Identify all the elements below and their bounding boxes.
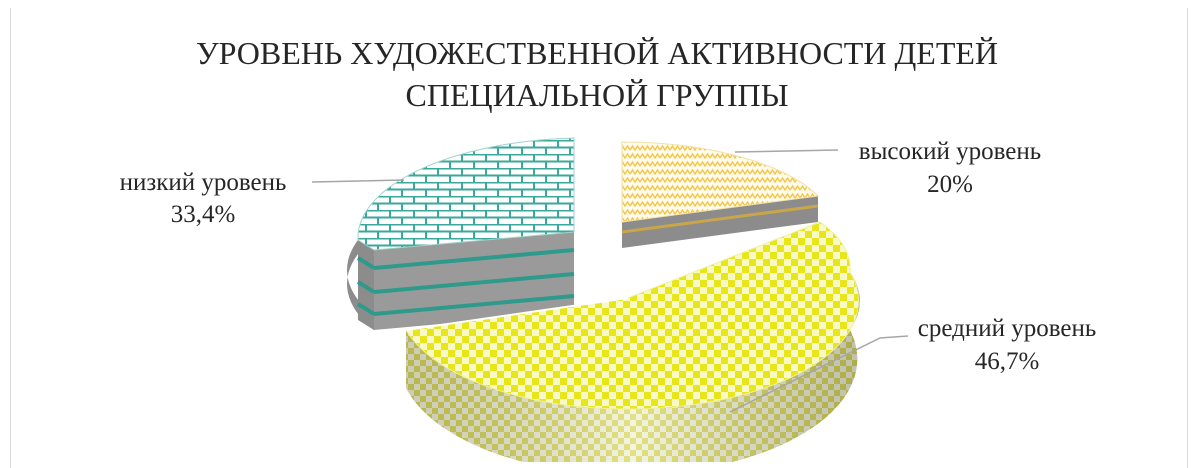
label-medium-name: средний уровень [918, 315, 1097, 342]
chart-frame [10, 8, 1188, 468]
pie-slice-medium [405, 221, 860, 462]
chart-title-line-1: УРОВЕНЬ ХУДОЖЕСТВЕННОЙ АКТИВНОСТИ ДЕТЕЙ [195, 35, 999, 71]
label-low-value: 33,4% [171, 201, 236, 228]
leader-line-medium [729, 335, 909, 413]
label-medium-value: 46,7% [975, 348, 1040, 375]
pie-slice-low [347, 137, 575, 330]
chart-title: УРОВЕНЬ ХУДОЖЕСТВЕННОЙ АКТИВНОСТИ ДЕТЕЙ … [0, 32, 1194, 116]
label-high-value: 20% [927, 171, 973, 198]
label-low-name: низкий уровень [120, 169, 287, 196]
leader-line-high [734, 149, 839, 153]
label-high-name: высокий уровень [859, 138, 1041, 165]
leader-line-low [311, 179, 405, 183]
chart-title-line-2: СПЕЦИАЛЬНОЙ ГРУППЫ [405, 77, 789, 113]
pie-slice-high [621, 141, 820, 248]
